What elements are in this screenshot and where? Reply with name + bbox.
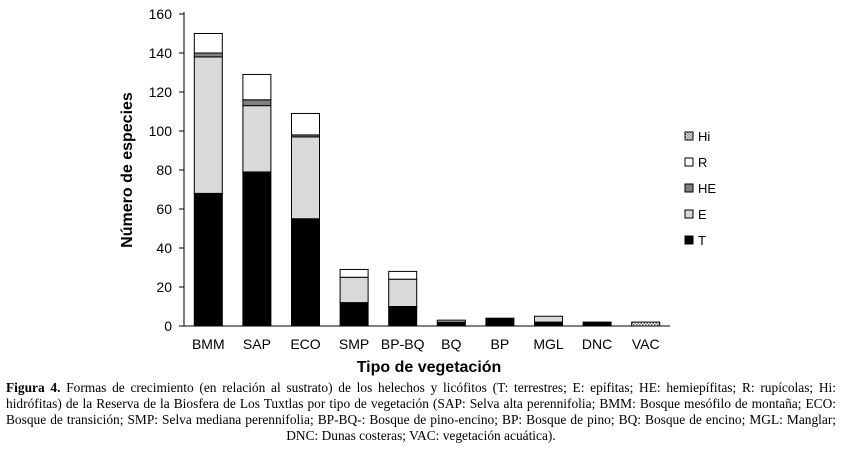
- bar-T-MGL: [534, 321, 563, 327]
- x-tick-label: BP: [491, 336, 510, 352]
- x-tick-label: BMM: [192, 336, 225, 352]
- y-tick-label: 20: [156, 279, 172, 295]
- caption-label: Figura 4.: [6, 380, 61, 395]
- bar-T-DNC: [582, 321, 612, 327]
- bar-E-ECO: [291, 136, 320, 220]
- bar-T-BP-BQ: [388, 306, 418, 327]
- bar-E-SMP: [339, 276, 369, 304]
- bar-Hi-VAC: [631, 321, 661, 327]
- bar-E-BMM: [193, 56, 223, 194]
- axes-group: [179, 12, 670, 327]
- x-tick-label: VAC: [632, 336, 660, 352]
- y-tick-label: 80: [156, 162, 172, 178]
- y-tick-labels: 0 20 40 60 80 100 120 140 160: [149, 6, 173, 334]
- bar-T-SAP: [242, 171, 272, 327]
- y-tick-label: 160: [149, 6, 173, 22]
- x-tick-label: BP-BQ: [381, 336, 425, 352]
- bar-HE-SAP: [242, 99, 272, 107]
- legend-label-E: E: [698, 207, 707, 222]
- x-tick-label: BQ: [441, 336, 461, 352]
- x-tick-label: SAP: [243, 336, 271, 352]
- y-tick-label: 40: [156, 240, 172, 256]
- legend-swatch-Hi: [684, 131, 694, 141]
- y-tick-label: 0: [164, 318, 172, 334]
- y-tick-label: 120: [149, 84, 173, 100]
- x-tick-label: ECO: [290, 336, 320, 352]
- x-axis-title: Tipo de vegetación: [357, 359, 502, 376]
- x-tick-labels: BMM SAP ECO SMP BP-BQ BQ BP MGL DNC VAC: [192, 336, 660, 352]
- legend-swatch-HE: [684, 183, 694, 193]
- y-axis-title: Número de especies: [119, 92, 136, 248]
- x-tick-label: MGL: [533, 336, 564, 352]
- x-tick-label: SMP: [339, 336, 369, 352]
- bar-E-BQ: [436, 319, 466, 323]
- bar-T-BMM: [193, 192, 223, 327]
- bar-HE-BMM: [193, 52, 223, 58]
- bar-T-BP: [485, 317, 515, 327]
- bar-R-SAP: [242, 73, 272, 101]
- caption-text: Formas de crecimiento (en relación al su…: [6, 380, 836, 443]
- x-tick-label: DNC: [582, 336, 612, 352]
- legend-label-HE: HE: [698, 181, 716, 196]
- y-tick-label: 140: [149, 45, 173, 61]
- y-tick-label: 100: [149, 123, 173, 139]
- legend-label-T: T: [698, 233, 706, 248]
- bar-T-ECO: [291, 218, 320, 327]
- bar-R-SMP: [339, 268, 369, 278]
- figure-caption: Figura 4. Formas de crecimiento (en rela…: [6, 380, 836, 444]
- bar-T-BQ: [436, 321, 466, 327]
- legend-swatch-T: [684, 235, 694, 245]
- bar-R-ECO: [291, 112, 320, 136]
- y-tick-label: 60: [156, 201, 172, 217]
- legend-swatch-R: [684, 157, 694, 167]
- bar-E-SAP: [242, 105, 272, 173]
- bars-group: [193, 33, 661, 327]
- bar-E-MGL: [534, 315, 563, 323]
- legend-label-R: R: [698, 155, 707, 170]
- legend: Hi R HE ET: [684, 129, 716, 248]
- bar-R-BMM: [193, 33, 223, 54]
- legend-label-Hi: Hi: [698, 129, 710, 144]
- legend-swatch-E: [684, 209, 694, 219]
- bar-T-SMP: [339, 302, 369, 327]
- bar-E-BP-BQ: [388, 278, 418, 308]
- bar-R-BP-BQ: [388, 270, 418, 280]
